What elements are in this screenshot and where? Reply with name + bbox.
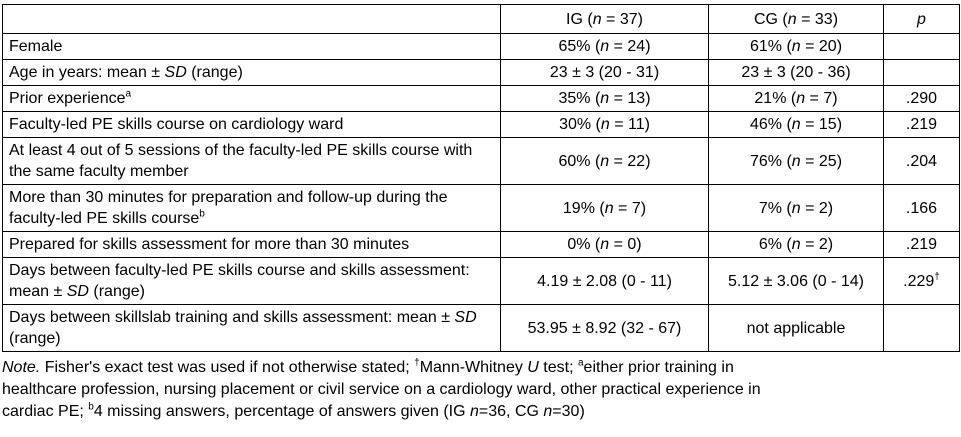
p-value-cell: .219: [883, 111, 960, 138]
table-header: IG (n = 37) CG (n = 33) p: [2, 4, 960, 34]
table-row: Days between skillslab training and skil…: [2, 304, 960, 352]
table-row: More than 30 minutes for preparation and…: [2, 184, 960, 232]
p-value-cell: .204: [883, 137, 960, 185]
header-row: IG (n = 37) CG (n = 33) p: [2, 4, 960, 34]
table-row: Faculty-led PE skills course on cardiolo…: [2, 111, 960, 138]
header-p-cell: p: [883, 4, 960, 34]
row-label: Prior experiencea: [2, 85, 501, 112]
cg-value-cell: 7% (n = 2): [708, 184, 884, 232]
row-label: Days between faculty-led PE skills cours…: [2, 257, 501, 305]
ig-value-cell: 0% (n = 0): [500, 231, 709, 258]
ig-value-cell: 30% (n = 11): [500, 111, 709, 138]
cg-value-cell: 76% (n = 25): [708, 137, 884, 185]
header-empty-cell: [2, 4, 501, 34]
p-value-cell: [883, 304, 960, 352]
row-label: More than 30 minutes for preparation and…: [2, 184, 501, 232]
table-row: Age in years: mean ± SD (range) 23 ± 3 (2…: [2, 59, 960, 86]
row-label: Female: [2, 33, 501, 60]
cg-value-cell: 6% (n = 2): [708, 231, 884, 258]
row-label: Age in years: mean ± SD (range): [2, 59, 501, 86]
ig-value-cell: 19% (n = 7): [500, 184, 709, 232]
header-ig-cell: IG (n = 37): [500, 4, 709, 34]
table-row: Prior experiencea 35% (n = 13) 21% (n = 7)…: [2, 85, 960, 112]
cg-value-cell: not applicable: [708, 304, 884, 352]
p-value-cell: .229†: [883, 257, 960, 305]
cg-value-cell: 23 ± 3 (20 - 36): [708, 59, 884, 86]
ig-value-cell: 60% (n = 22): [500, 137, 709, 185]
row-label: Faculty-led PE skills course on cardiolo…: [2, 111, 501, 138]
table-note: Note. Fisher's exact test was used if no…: [2, 357, 961, 423]
note-line: cardiac PE; b4 missing answers, percenta…: [2, 401, 585, 420]
row-label: At least 4 out of 5 sessions of the facu…: [2, 137, 501, 185]
p-value-cell: [883, 33, 960, 60]
ig-value-cell: 35% (n = 13): [500, 85, 709, 112]
table-row: Days between faculty-led PE skills cours…: [2, 257, 960, 305]
table-row: Female 65% (n = 24) 61% (n = 20): [2, 33, 960, 60]
table-row: Prepared for skills assessment for more …: [2, 231, 960, 258]
ig-value-cell: 65% (n = 24): [500, 33, 709, 60]
header-cg-cell: CG (n = 33): [708, 4, 884, 34]
ig-value-cell: 23 ± 3 (20 - 31): [500, 59, 709, 86]
p-value-cell: [883, 59, 960, 86]
page: IG (n = 37) CG (n = 33) p Female 65% (n =…: [0, 4, 961, 437]
cg-value-cell: 5.12 ± 3.06 (0 - 14): [708, 257, 884, 305]
row-label: Days between skillslab training and skil…: [2, 304, 501, 352]
ig-value-cell: 4.19 ± 2.08 (0 - 11): [500, 257, 709, 305]
cg-value-cell: 21% (n = 7): [708, 85, 884, 112]
cg-value-cell: 61% (n = 20): [708, 33, 884, 60]
p-value-cell: .219: [883, 231, 960, 258]
ig-value-cell: 53.95 ± 8.92 (32 - 67): [500, 304, 709, 352]
p-value-cell: .290: [883, 85, 960, 112]
cg-value-cell: 46% (n = 15): [708, 111, 884, 138]
note-line: Note. Fisher's exact test was used if no…: [2, 357, 734, 376]
table-row: At least 4 out of 5 sessions of the facu…: [2, 137, 960, 185]
table-body: Female 65% (n = 24) 61% (n = 20) Age in yea…: [2, 33, 960, 352]
demographics-table: IG (n = 37) CG (n = 33) p Female 65% (n =…: [2, 4, 960, 352]
note-line: healthcare profession, nursing placement…: [2, 381, 761, 398]
p-value-cell: .166: [883, 184, 960, 232]
row-label: Prepared for skills assessment for more …: [2, 231, 501, 258]
